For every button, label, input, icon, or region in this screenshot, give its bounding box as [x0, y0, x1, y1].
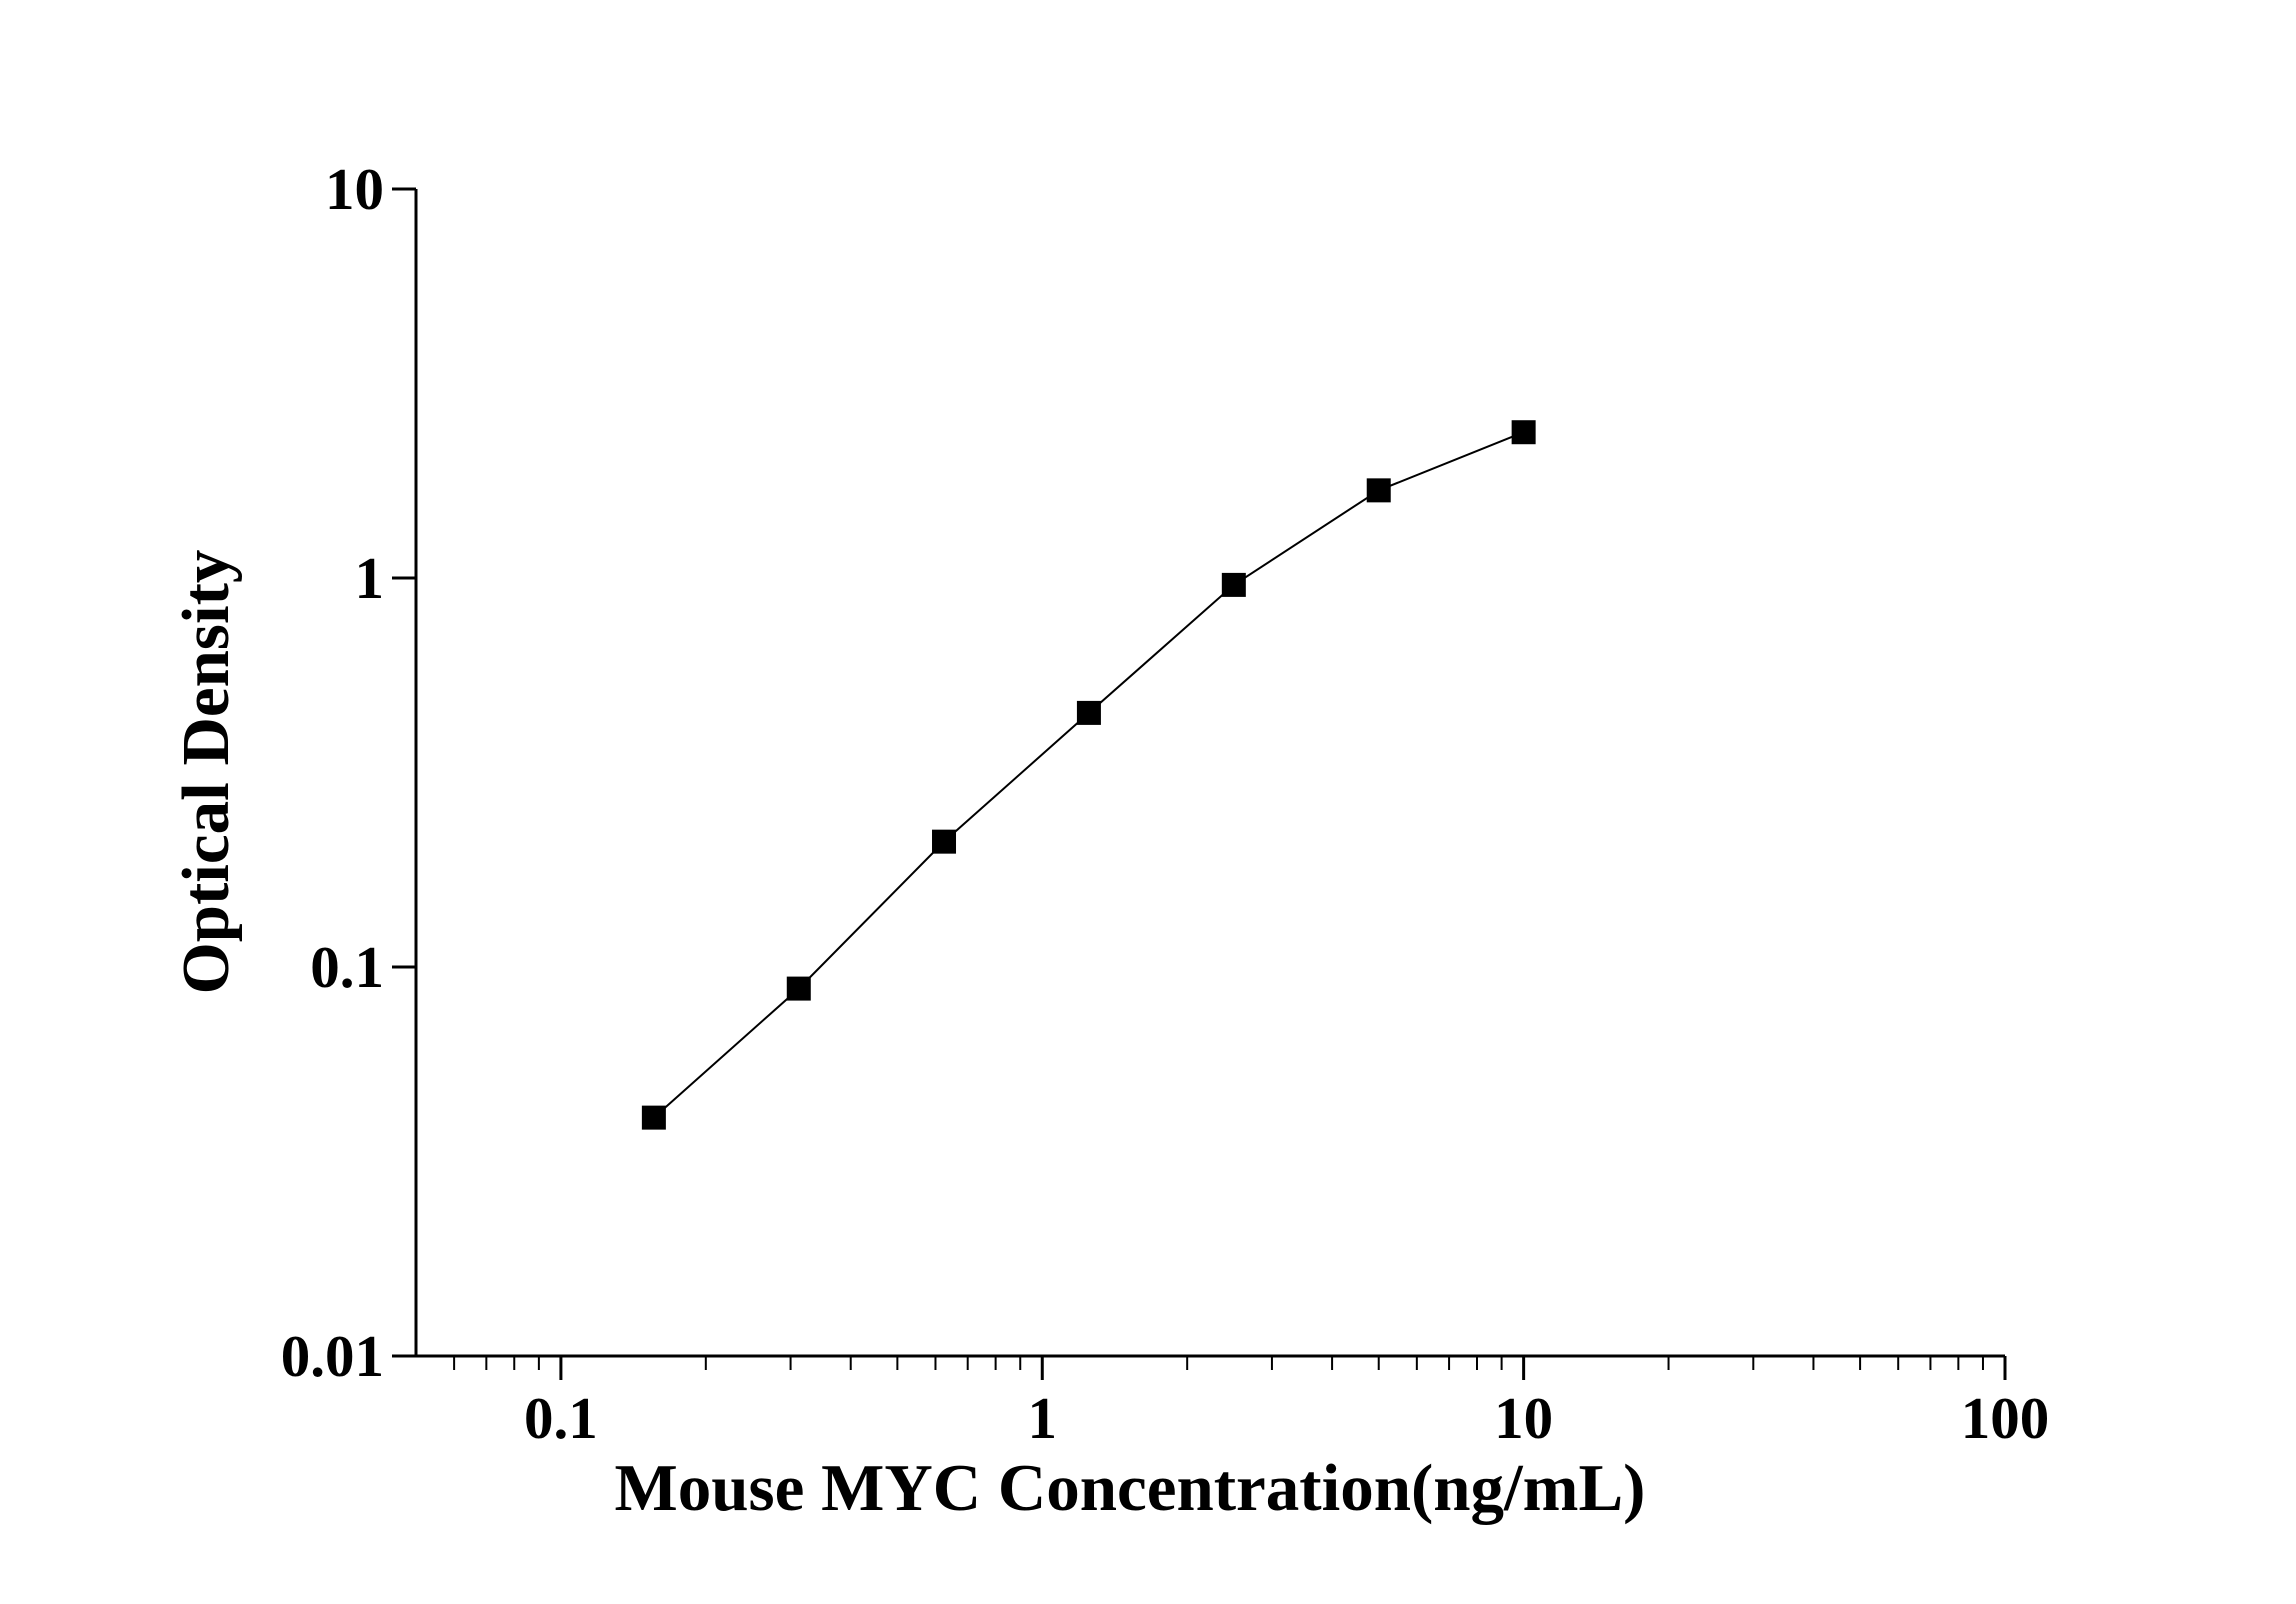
y-axis-title: Optical Density — [169, 550, 243, 995]
x-tick-label: 0.1 — [524, 1385, 598, 1451]
data-point — [932, 829, 957, 854]
data-point — [786, 976, 811, 1001]
data-point — [1221, 572, 1246, 597]
data-point — [1076, 700, 1101, 725]
x-tick-label: 10 — [1494, 1385, 1553, 1451]
x-tick-label: 100 — [1961, 1385, 2050, 1451]
data-point — [1511, 420, 1536, 445]
x-axis-title: Mouse MYC Concentration(ng/mL) — [615, 1451, 1646, 1525]
y-tick-label: 1 — [355, 545, 385, 611]
x-tick-label: 1 — [1028, 1385, 1058, 1451]
data-point — [641, 1105, 666, 1130]
data-point — [1366, 478, 1391, 503]
y-tick-label: 0.01 — [281, 1323, 384, 1389]
y-tick-label: 10 — [325, 156, 384, 222]
y-tick-label: 0.1 — [310, 934, 384, 1000]
